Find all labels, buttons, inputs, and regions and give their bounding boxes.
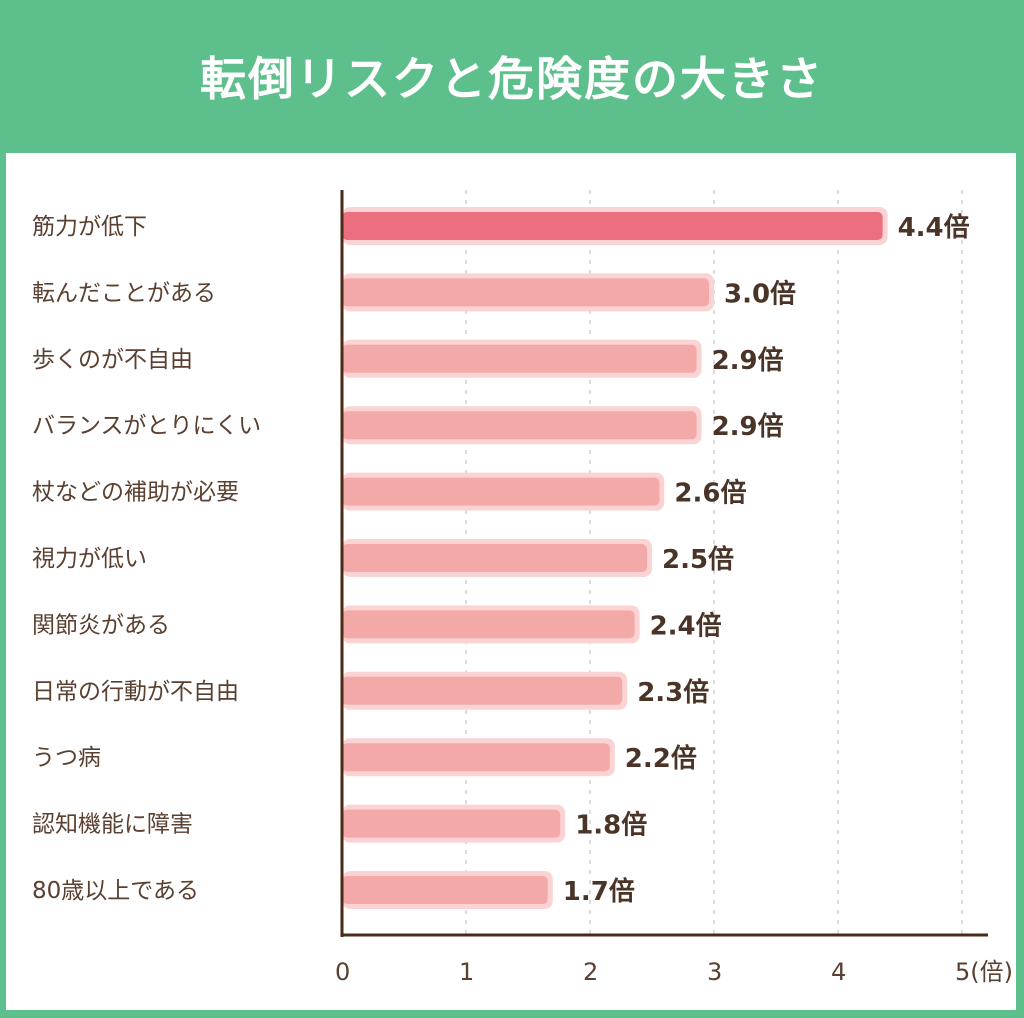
bar (342, 876, 548, 904)
x-tick-label: 3 (707, 958, 722, 986)
category-label: 日常の行動が不自由 (32, 679, 239, 705)
bar (342, 809, 561, 838)
value-label: 3.0倍 (724, 278, 796, 309)
bar (342, 212, 883, 240)
category-label: 80歳以上である (32, 878, 199, 904)
bar (342, 676, 623, 705)
value-label: 2.2倍 (625, 743, 697, 774)
value-label: 4.4倍 (898, 212, 970, 243)
bar (342, 344, 697, 373)
category-label: 視力が低い (32, 546, 147, 572)
category-label: 歩くのが不自由 (32, 347, 193, 373)
value-label: 2.5倍 (662, 544, 734, 575)
category-label: 筋力が低下 (32, 214, 147, 240)
value-label: 1.8倍 (575, 810, 647, 841)
bar (342, 743, 610, 772)
bar (342, 544, 647, 572)
bar (342, 477, 660, 506)
chart-panel: 筋力が低下 4.4倍 転んだことがある 3.0倍 歩くのが不自由 2.9倍 バランスがとりに… (6, 153, 1016, 1010)
bar (342, 278, 709, 307)
x-tick-label: 2 (583, 958, 598, 986)
bar (342, 610, 635, 639)
chart-title: 転倒リスクと危険度の大きさ (200, 52, 824, 106)
category-label: 関節炎がある (32, 612, 170, 638)
bar (342, 411, 697, 440)
category-label: うつ病 (32, 745, 101, 771)
value-label: 2.9倍 (712, 411, 784, 442)
category-label: 認知機能に障害 (32, 812, 193, 838)
category-label: 転んだことがある (32, 280, 216, 306)
x-tick-label: 5(倍) (955, 958, 1013, 986)
value-label: 2.3倍 (637, 677, 709, 708)
value-label: 2.6倍 (674, 478, 746, 509)
value-label: 1.7倍 (563, 876, 635, 907)
category-label: バランスがとりにくい (32, 413, 261, 439)
value-label: 2.9倍 (712, 345, 784, 376)
value-label: 2.4倍 (650, 610, 722, 641)
x-tick-label: 4 (831, 958, 846, 986)
category-label: 杖などの補助が必要 (32, 480, 239, 506)
x-tick-label: 0 (335, 958, 350, 986)
x-tick-label: 1 (459, 958, 474, 986)
